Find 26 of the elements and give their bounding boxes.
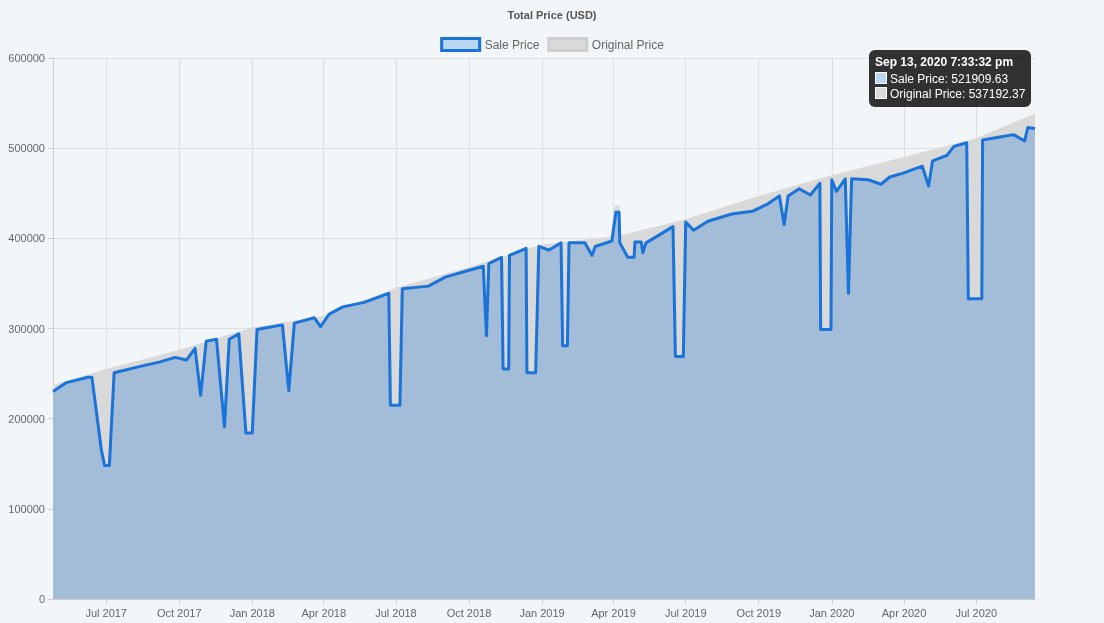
x-tick-label: Jul 2019 (664, 606, 707, 619)
x-tick-label: Jan 2018 (229, 606, 275, 619)
x-tick-label: Jul 2018 (375, 606, 417, 619)
y-tick-label: 600000 (8, 52, 45, 64)
legend-label: Sale Price (484, 37, 540, 52)
y-tick-label: 0 (38, 593, 45, 605)
y-tick-label: 100000 (8, 502, 45, 515)
x-tick-label: Oct 2019 (736, 606, 782, 619)
x-tick-label: Apr 2019 (591, 606, 636, 619)
annotation: Sale Price: 521909.63 (889, 71, 1010, 87)
annotation: Original Price: 537192.37 (889, 86, 1026, 102)
x-tick-label: Jul 2017 (85, 606, 127, 619)
legend-label: Original Price (591, 37, 665, 52)
y-tick-label: 400000 (8, 232, 45, 245)
x-tick-label: Apr 2018 (301, 606, 347, 619)
annotation: Sep 13, 2020 7:33:32 pm (875, 54, 1015, 70)
x-tick-label: Apr 2020 (881, 606, 927, 619)
y-tick-label: 300000 (8, 322, 45, 335)
y-tick-label: 500000 (8, 142, 45, 155)
y-tick-label: 200000 (8, 412, 45, 425)
x-tick-label: Jan 2019 (519, 606, 565, 619)
x-tick-label: Oct 2018 (446, 606, 492, 619)
x-tick-label: Jul 2020 (955, 606, 998, 619)
x-tick-label: Oct 2017 (156, 606, 202, 619)
chart-title: Total Price (USD) (507, 8, 597, 21)
x-tick-label: Jan 2020 (809, 606, 855, 619)
